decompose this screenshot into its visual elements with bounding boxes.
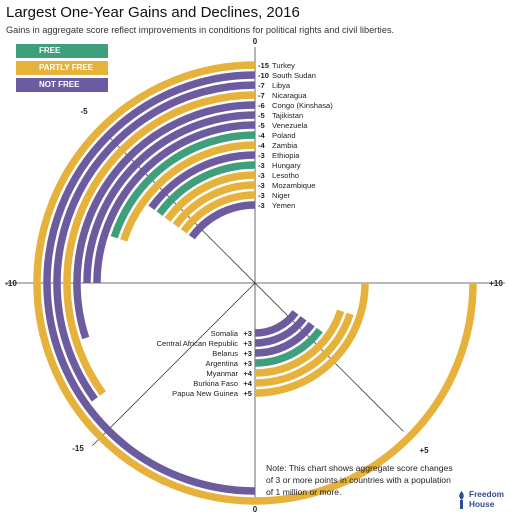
value-label: -4	[258, 141, 266, 150]
country-label: Zambia	[272, 141, 298, 150]
bar-papua-new-guinea	[254, 282, 369, 397]
value-label: -5	[258, 121, 266, 130]
logo-line1: Freedom	[469, 489, 505, 499]
value-label: +3	[243, 339, 252, 348]
country-label: Lesotho	[272, 171, 299, 180]
bar-poland	[110, 131, 256, 239]
country-label: Central African Republic	[157, 339, 239, 348]
value-label: -6	[258, 101, 265, 110]
value-label: -3	[258, 201, 265, 210]
chart-title: Largest One-Year Gains and Declines, 201…	[6, 4, 300, 21]
bar-zambia	[120, 141, 256, 242]
value-label: +4	[243, 379, 252, 388]
country-label: Venezuela	[272, 121, 308, 130]
bar-nicaragua	[63, 91, 256, 396]
value-label: -10	[258, 71, 269, 80]
country-label: Tajikistan	[272, 111, 303, 120]
legend-partly-free: PARTLY FREE	[16, 61, 108, 75]
bar-belarus	[254, 321, 315, 357]
chart-subtitle: Gains in aggregate score reflect improve…	[6, 25, 395, 35]
country-label: Ethiopia	[272, 151, 300, 160]
axis-label-left: -10	[5, 279, 17, 288]
value-label: -7	[258, 81, 265, 90]
bar-argentina	[254, 327, 323, 367]
legend-not-free-label: NOT FREE	[39, 80, 80, 89]
bar-ethiopia	[148, 151, 256, 210]
value-label: -15	[258, 61, 270, 70]
bar-niger	[180, 191, 256, 234]
value-label: -7	[258, 91, 265, 100]
bar-somalia	[254, 310, 299, 337]
country-label: Argentina	[205, 359, 238, 368]
axis-label-bottom: 0	[253, 505, 258, 514]
bar-yemen	[188, 201, 256, 240]
country-label: Nicaragua	[272, 91, 307, 100]
axis-label-right: +10	[489, 279, 503, 288]
legend-free-label: FREE	[39, 46, 61, 55]
country-label: Niger	[272, 191, 291, 200]
value-label: -4	[258, 131, 266, 140]
country-label: Myanmar	[206, 369, 238, 378]
legend-partly-free-label: PARTLY FREE	[39, 63, 94, 72]
bar-venezuela	[93, 121, 256, 284]
legend-free: FREE	[16, 44, 108, 58]
bar-turkey	[33, 61, 477, 505]
logo-line2: House	[469, 499, 495, 509]
axis-label-top: 0	[253, 37, 258, 46]
value-label: -3	[258, 161, 265, 170]
axis-label-lower-left: -15	[72, 444, 84, 453]
bar-burkina-faso	[254, 312, 354, 387]
diagonal-axis-lower	[92, 282, 256, 446]
country-label: Mozambique	[272, 181, 315, 190]
bar-hungary	[156, 161, 256, 216]
value-label: +3	[243, 359, 252, 368]
chart-bars	[33, 61, 477, 505]
bar-libya	[53, 81, 256, 402]
freedom-house-logo: Freedom House	[457, 489, 509, 515]
bar-myanmar	[254, 309, 345, 377]
axis-label-lower-right: +5	[419, 446, 429, 455]
country-label: Congo (Kinshasa)	[272, 101, 333, 110]
bar-lesotho	[164, 171, 256, 222]
value-label: +5	[243, 389, 252, 398]
value-label: +3	[243, 329, 252, 338]
axis-label-upper-left: -5	[80, 107, 88, 116]
value-label: +3	[243, 349, 252, 358]
value-label: -5	[258, 111, 266, 120]
chart-note: Note: This chart shows aggregate score c…	[266, 463, 453, 497]
country-label: Somalia	[211, 329, 239, 338]
country-label: Libya	[272, 81, 291, 90]
bar-central-african-republic	[254, 315, 307, 347]
country-label: Papua New Guinea	[172, 389, 239, 398]
country-label: Poland	[272, 131, 296, 140]
country-label: Burkina Faso	[193, 379, 238, 388]
country-label: Hungary	[272, 161, 301, 170]
legend-not-free: NOT FREE	[16, 78, 108, 92]
bar-congo-kinshasa	[73, 101, 256, 340]
chart-labels: 0-5-10-15+10+50-15 Turkey-10 South Sudan-7…	[5, 37, 503, 514]
torch-icon	[459, 491, 464, 509]
country-label: Belarus	[212, 349, 238, 358]
value-label: -3	[258, 191, 265, 200]
value-label: -3	[258, 171, 265, 180]
country-label: Yemen	[272, 201, 295, 210]
bar-tajikistan	[83, 111, 256, 284]
country-label: South Sudan	[272, 71, 316, 80]
value-label: -3	[258, 181, 265, 190]
value-label: +4	[243, 369, 252, 378]
value-label: -3	[258, 151, 265, 160]
bar-mozambique	[172, 181, 256, 228]
country-label: Turkey	[272, 61, 295, 70]
bar-south-sudan	[43, 71, 256, 495]
